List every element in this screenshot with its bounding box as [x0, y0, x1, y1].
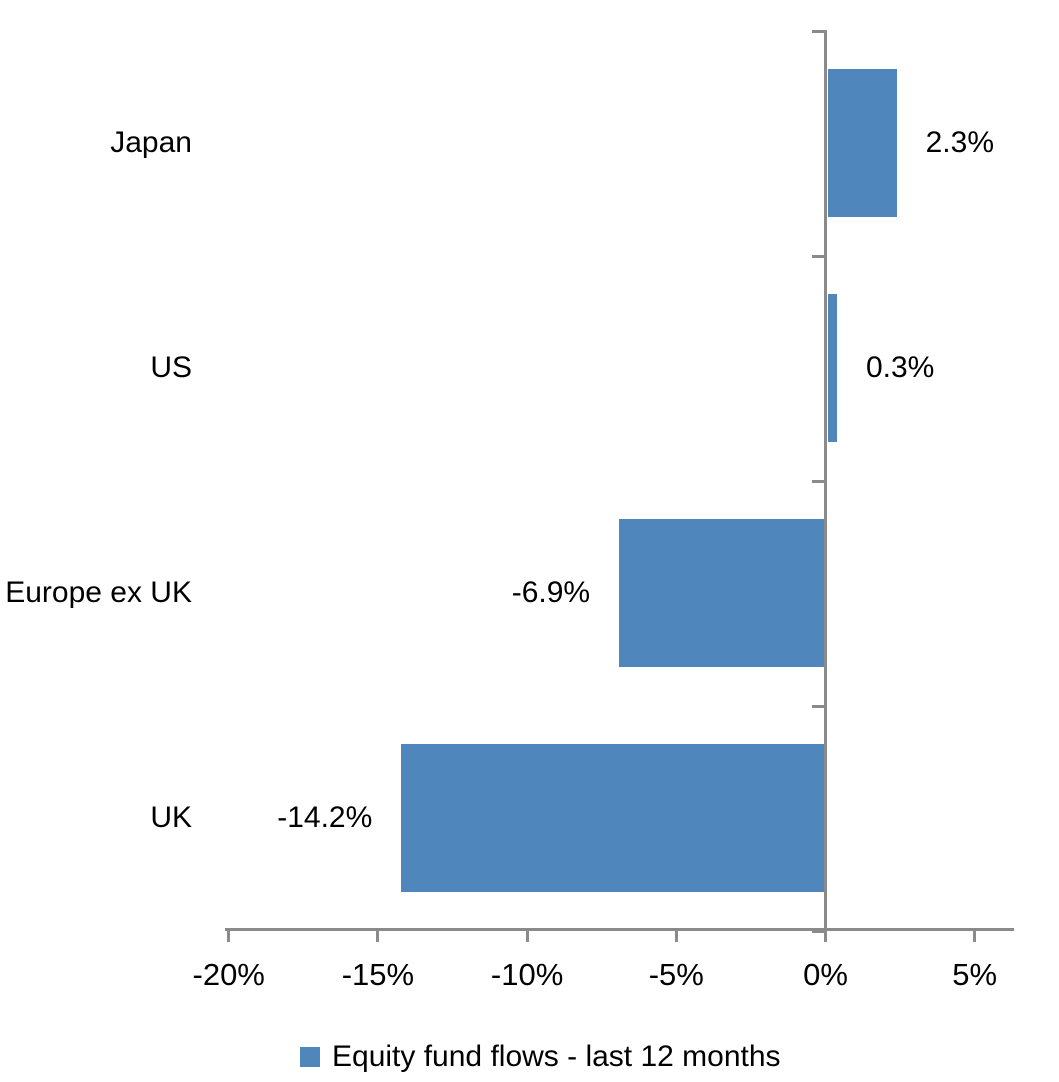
bar-us — [828, 293, 837, 442]
y-axis-tick — [812, 930, 824, 933]
x-axis-tick-label--10-: -10% — [490, 957, 564, 992]
x-axis-tick-label-0-: 0% — [803, 957, 848, 992]
category-label-uk: UK — [150, 800, 192, 834]
x-axis-tick-label--15-: -15% — [341, 957, 415, 992]
x-axis-tick — [525, 931, 529, 942]
category-label-europe-ex-uk: Europe ex UK — [5, 575, 192, 609]
x-axis-line — [225, 928, 1014, 931]
x-axis-tick-label-5-: 5% — [952, 957, 998, 992]
x-axis-tick-label--20-: -20% — [192, 957, 265, 992]
x-axis-tick — [824, 931, 827, 942]
x-axis-tick — [973, 931, 977, 942]
category-label-us: US — [150, 350, 192, 384]
bar-europe-ex-uk — [619, 518, 825, 667]
data-label-europe-ex-uk: -6.9% — [511, 575, 591, 609]
data-label-us: 0.3% — [865, 350, 935, 384]
x-axis-tick — [376, 931, 380, 942]
bar-uk — [401, 743, 825, 892]
bar-japan — [828, 68, 897, 217]
x-axis-tick-label--5-: -5% — [648, 957, 704, 992]
data-label-japan: 2.3% — [925, 125, 995, 159]
data-label-uk: -14.2% — [277, 800, 373, 834]
x-axis-tick — [227, 931, 231, 942]
y-axis-line — [824, 30, 827, 931]
y-axis-tick — [812, 705, 824, 708]
y-axis-tick — [812, 480, 824, 483]
legend: Equity fund flows - last 12 months — [300, 1040, 781, 1074]
category-label-japan: Japan — [110, 125, 192, 159]
legend-label: Equity fund flows - last 12 months — [332, 1040, 781, 1073]
x-axis-tick — [674, 931, 678, 942]
y-axis-tick — [812, 30, 824, 33]
legend-marker-icon — [300, 1047, 320, 1067]
y-axis-tick — [812, 255, 824, 258]
